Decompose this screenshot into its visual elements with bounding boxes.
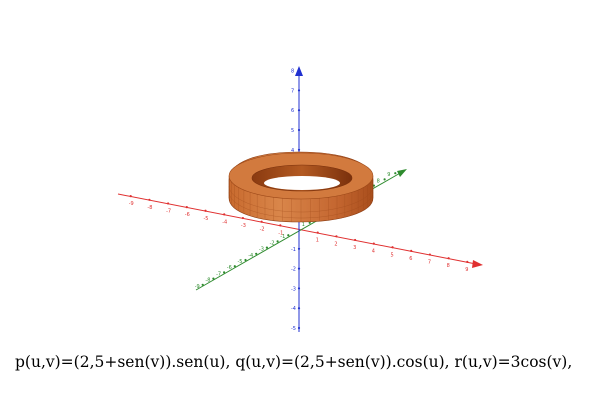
- y-axis-tick-mark: [372, 184, 375, 187]
- x-axis-tick-label: -1: [278, 230, 283, 236]
- z-axis-tick-label: 7: [291, 88, 294, 94]
- x-axis-tick-mark: [335, 235, 338, 238]
- y-axis-tick-mark: [223, 271, 226, 274]
- x-axis-tick-label: 7: [428, 260, 431, 266]
- x-axis-tick-mark: [148, 198, 151, 201]
- z-axis-tick-label: -3: [291, 286, 296, 292]
- x-axis-tick-label: 2: [334, 241, 337, 247]
- torus-surface: [228, 151, 374, 223]
- x-axis-tick-label: 9: [465, 267, 468, 273]
- y-axis-tick-mark: [287, 234, 290, 237]
- x-axis-tick-mark: [428, 253, 431, 256]
- z-axis-tick-mark: [297, 247, 301, 250]
- z-axis-tick-label: -2: [291, 267, 296, 273]
- x-axis-tick-label: -8: [147, 205, 152, 211]
- x-axis-tick-mark: [466, 260, 469, 263]
- x-axis-tick-mark: [372, 242, 375, 245]
- y-axis-tick-mark: [201, 283, 204, 286]
- x-axis-tick-label: 4: [372, 249, 375, 255]
- y-axis-tick-label: -5: [238, 259, 243, 265]
- y-axis-tick-label: -4: [248, 253, 253, 259]
- z-axis-tick-label: 6: [291, 108, 294, 114]
- x-axis-tick-label: 1: [316, 238, 319, 244]
- y-axis-arrow: [397, 169, 407, 177]
- y-axis-tick-label: -8: [205, 278, 210, 284]
- x-axis-arrow: [472, 260, 483, 268]
- torus-mesh-ring: [228, 191, 374, 219]
- y-axis-tick-mark: [244, 258, 247, 262]
- y-axis-tick-mark: [265, 246, 268, 249]
- y-axis-tick-mark: [383, 178, 386, 181]
- z-axis-tick-mark: [297, 326, 301, 330]
- x-axis-tick-label: 5: [391, 252, 394, 258]
- torus-mesh-ring: [228, 185, 374, 213]
- z-axis-tick-mark: [297, 89, 301, 92]
- x-axis-tick-mark: [316, 231, 319, 234]
- z-axis-tick-mark: [297, 109, 301, 112]
- x-axis-tick-mark: [410, 249, 413, 252]
- x-axis-tick-label: -3: [241, 223, 246, 229]
- y-axis-tick-label: 1: [302, 222, 305, 228]
- y-axis-tick-label: -3: [259, 247, 264, 253]
- x-axis-tick-mark: [260, 220, 263, 223]
- x-axis-tick-mark: [129, 195, 132, 198]
- x-axis-tick-mark: [391, 246, 394, 249]
- x-axis-tick-mark: [354, 238, 357, 242]
- z-axis-tick-label: 4: [291, 148, 294, 154]
- z-axis-tick-mark: [297, 148, 301, 151]
- y-axis-tick-mark: [394, 172, 397, 175]
- x-axis-tick-label: 8: [447, 263, 450, 269]
- y-axis-tick-label: 8: [377, 178, 380, 184]
- z-axis-tick-label: -1: [291, 247, 296, 253]
- x-axis-tick-mark: [185, 206, 188, 209]
- y-axis-tick-mark: [255, 252, 258, 255]
- z-axis-tick-label: -5: [291, 326, 296, 332]
- x-axis-tick-label: 6: [409, 256, 412, 262]
- x-axis-tick-label: 3: [353, 245, 356, 251]
- x-axis-tick-mark: [279, 224, 282, 227]
- z-axis-tick-mark: [297, 267, 301, 270]
- x-axis-tick-mark: [204, 209, 207, 212]
- z-axis-tick-mark: [297, 307, 301, 310]
- y-axis-tick-label: -7: [216, 271, 221, 277]
- x-axis-tick-mark: [223, 213, 226, 216]
- y-axis-tick-mark: [276, 240, 279, 243]
- y-axis-tick-label: -9: [195, 284, 200, 290]
- x-axis-tick-label: -4: [222, 219, 227, 225]
- z-axis-tick-mark: [297, 287, 301, 290]
- z-axis-tick-mark: [297, 69, 301, 72]
- z-axis-tick-label: 5: [291, 128, 294, 134]
- y-axis-tick-label: 9: [387, 172, 390, 178]
- x-axis-tick-label: -2: [260, 227, 265, 233]
- x-axis-tick-label: -6: [185, 212, 190, 218]
- x-axis-tick-label: -9: [129, 201, 134, 207]
- z-axis-tick-mark: [297, 128, 301, 132]
- z-axis-tick-label: 8: [291, 69, 294, 75]
- y-axis-tick-mark: [212, 277, 215, 280]
- y-axis-tick-mark: [308, 221, 311, 224]
- x-axis-tick-mark: [447, 257, 450, 260]
- y-axis-tick-mark: [233, 265, 236, 268]
- x-axis-tick-mark: [241, 216, 244, 220]
- z-axis-tick-label: -4: [291, 306, 296, 312]
- x-axis: [117, 193, 477, 265]
- parametric-equation-caption: p(u,v)=(2,5+sen(v)).sen(u), q(u,v)=(2,5+…: [15, 353, 573, 371]
- x-axis-tick-mark: [167, 202, 170, 205]
- y-axis-tick-label: -2: [270, 240, 275, 246]
- x-axis-tick-label: -5: [204, 216, 209, 222]
- y-axis-tick-label: -1: [280, 234, 285, 240]
- y-axis-tick-label: -6: [227, 265, 232, 271]
- x-axis-tick-label: -7: [166, 208, 171, 214]
